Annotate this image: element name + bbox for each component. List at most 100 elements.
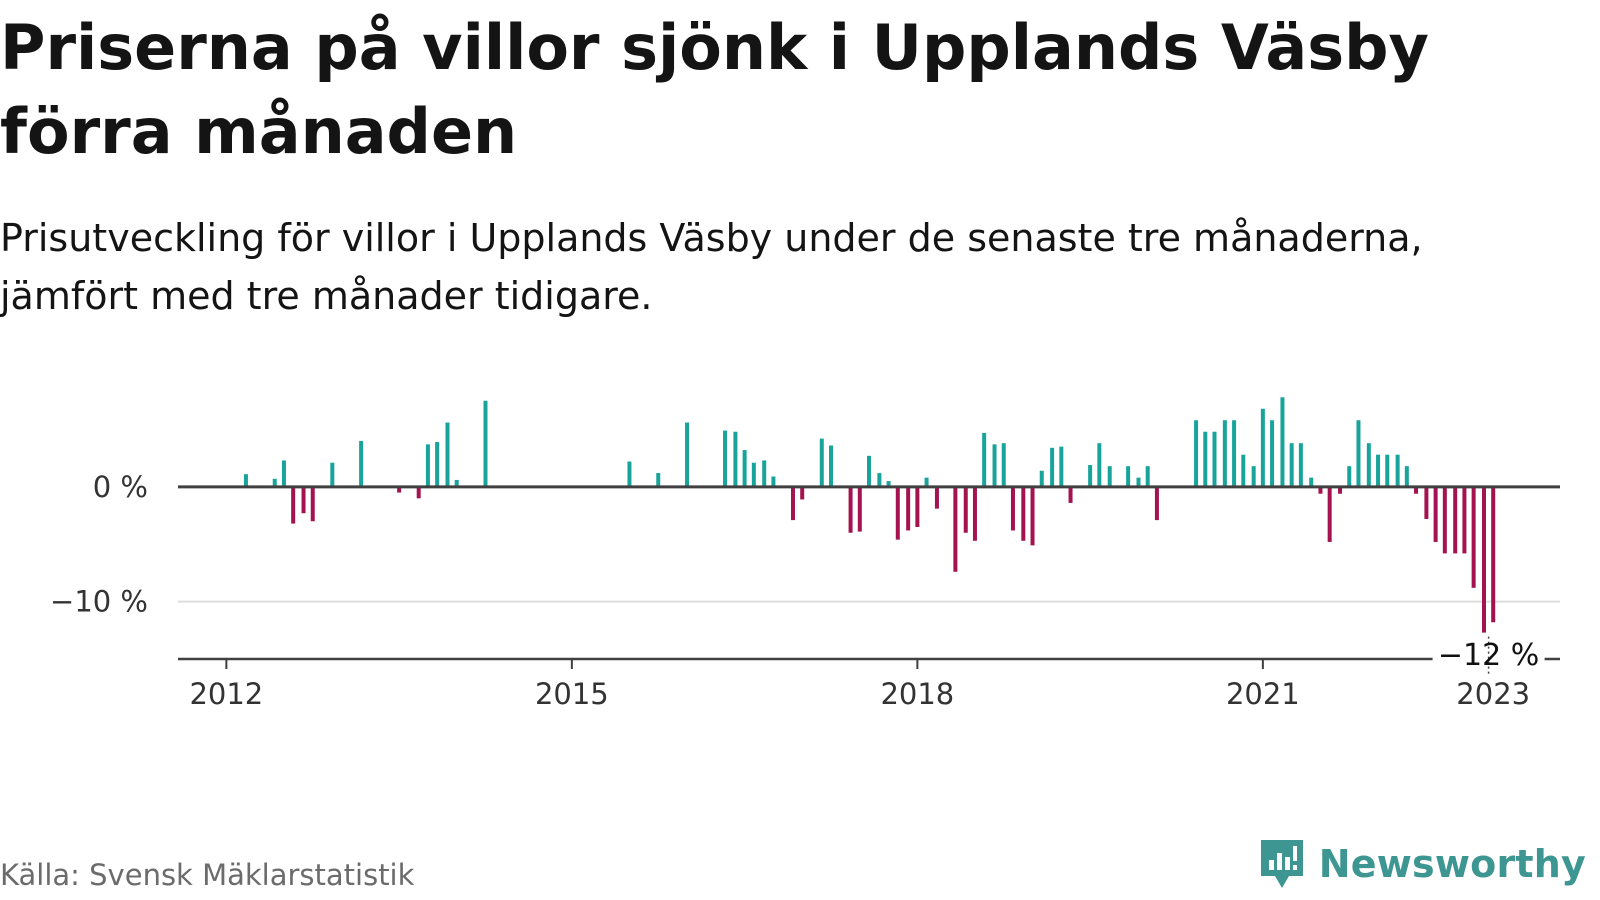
- bar: [1232, 420, 1237, 487]
- x-tick-label: 2021: [1226, 677, 1300, 710]
- bar: [1039, 470, 1044, 487]
- bar: [751, 462, 756, 487]
- bar: [1126, 466, 1131, 487]
- bar: [800, 486, 805, 500]
- bar: [445, 422, 450, 487]
- bar: [1424, 486, 1429, 519]
- bar: [972, 486, 977, 541]
- bar: [310, 486, 315, 522]
- bar: [1442, 486, 1447, 554]
- chart-subtitle: Prisutveckling för villor i Upplands Väs…: [0, 216, 1423, 318]
- bar-chart: 0 % −10 % 2012 2015 2018 2021 2023 −12 %: [50, 397, 1560, 710]
- bar: [1347, 466, 1352, 487]
- bar: [819, 438, 824, 487]
- bar: [828, 445, 833, 487]
- bar: [1280, 397, 1285, 487]
- bar: [454, 479, 459, 487]
- bar: [243, 474, 248, 487]
- bar: [1050, 447, 1055, 487]
- bar: [1366, 443, 1371, 487]
- bar: [1241, 454, 1246, 487]
- bar: [1404, 466, 1409, 487]
- bar: [301, 486, 306, 514]
- axes: [178, 485, 1560, 669]
- annotation: −12 %: [1432, 635, 1545, 675]
- tick-labels: 0 % −10 % 2012 2015 2018 2021 2023: [50, 470, 1530, 710]
- bar: [281, 460, 286, 487]
- bar: [1395, 454, 1400, 487]
- bar: [915, 486, 920, 527]
- bar: [1260, 408, 1265, 487]
- bar: [790, 486, 795, 521]
- bar: [1136, 477, 1141, 487]
- bar: [742, 450, 747, 487]
- bar: [1338, 486, 1343, 494]
- bar: [397, 486, 402, 493]
- x-tick-label: 2018: [880, 677, 954, 710]
- x-tick-label: 2023: [1456, 677, 1530, 710]
- bar: [627, 461, 632, 487]
- bar: [685, 422, 690, 487]
- bar: [1107, 466, 1112, 487]
- source-note: Källa: Svensk Mäklarstatistik: [0, 858, 415, 892]
- bar: [1453, 486, 1458, 554]
- bar: [857, 486, 862, 532]
- annotation-label: −12 %: [1438, 638, 1539, 673]
- bar: [272, 478, 277, 487]
- bar: [1433, 486, 1438, 542]
- bar: [1356, 420, 1361, 487]
- bar: [886, 481, 891, 487]
- bar: [848, 486, 853, 533]
- bar: [1001, 443, 1006, 487]
- bar: [877, 473, 882, 487]
- bar: [1088, 465, 1093, 487]
- y-tick-label: −10 %: [50, 585, 148, 619]
- brand-name: Newsworthy: [1318, 842, 1586, 886]
- newsworthy-logo-icon: [1260, 840, 1303, 888]
- bar: [1309, 477, 1314, 487]
- bar: [330, 462, 335, 487]
- bar: [1318, 486, 1323, 494]
- bar: [1194, 420, 1199, 487]
- bar: [416, 486, 421, 499]
- bar: [1154, 486, 1159, 521]
- bar: [895, 486, 900, 540]
- bar: [1030, 486, 1035, 546]
- bar: [1462, 486, 1467, 554]
- bar: [1298, 443, 1303, 487]
- bar: [1376, 454, 1381, 487]
- bar: [762, 460, 767, 487]
- bar: [1385, 454, 1390, 487]
- bar: [982, 432, 987, 487]
- x-tick-label: 2015: [535, 677, 609, 710]
- bar: [656, 473, 661, 487]
- brand-logo: Newsworthy: [1257, 836, 1586, 892]
- bar: [435, 442, 440, 487]
- bar: [291, 486, 296, 524]
- bar: [992, 444, 997, 487]
- bar: [425, 444, 430, 487]
- bar: [963, 486, 968, 533]
- bar: [1059, 446, 1064, 487]
- bar: [1097, 443, 1102, 487]
- bar: [934, 486, 939, 509]
- bar: [1251, 466, 1256, 487]
- bar: [1145, 466, 1150, 487]
- x-tick-label: 2012: [189, 677, 263, 710]
- bar: [906, 486, 911, 531]
- bar: [1491, 486, 1496, 623]
- bar: [733, 431, 738, 487]
- bar: [953, 486, 958, 572]
- bar: [1481, 486, 1486, 633]
- bar: [1203, 431, 1208, 487]
- y-tick-label: 0 %: [93, 470, 148, 504]
- bar: [1270, 420, 1275, 487]
- bar: [867, 455, 871, 487]
- bar: [924, 477, 929, 487]
- bar: [1327, 486, 1332, 542]
- bar: [1471, 486, 1476, 588]
- bar: [1068, 486, 1073, 503]
- bar: [1289, 443, 1294, 487]
- bar: [771, 476, 776, 487]
- bars: [243, 397, 1496, 633]
